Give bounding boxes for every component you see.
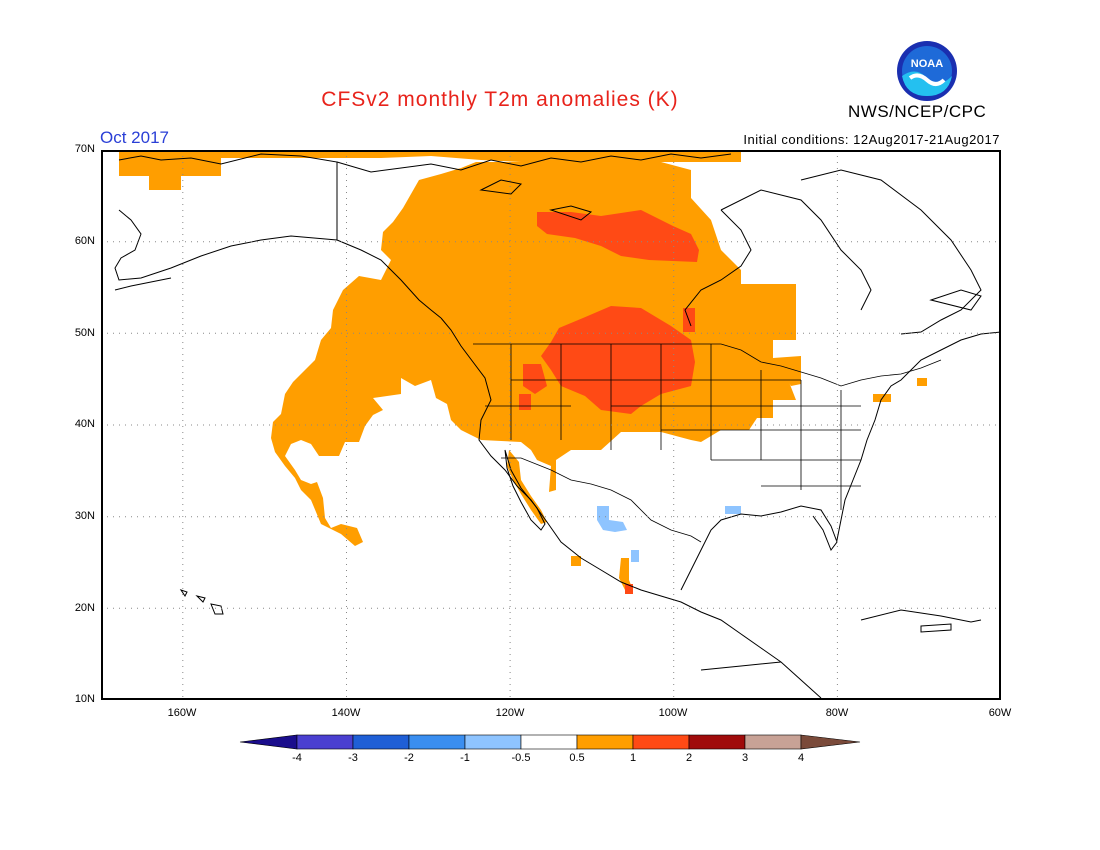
lon-label-140w: 140W xyxy=(331,707,361,719)
colorbar-swatch-5 xyxy=(520,734,578,750)
coastlines xyxy=(114,153,1001,699)
agency-label: NWS/NCEP/CPC xyxy=(848,102,987,121)
colorbar-swatch-2 xyxy=(352,734,410,750)
colorbar-swatch-1 xyxy=(296,734,354,750)
colorbar-label: -2 xyxy=(404,752,414,764)
lat-label-70n: 70N xyxy=(74,143,95,155)
lat-label-20n: 20N xyxy=(74,602,95,614)
map-frame xyxy=(101,150,1001,700)
map-title: CFSv2 monthly T2m anomalies (K) xyxy=(321,88,679,111)
colorbar-swatch-3 xyxy=(408,734,466,750)
anomaly-map xyxy=(101,150,1001,700)
colorbar-label: 3 xyxy=(741,752,749,764)
lon-label-120w: 120W xyxy=(495,707,525,719)
colorbar-swatch-4 xyxy=(464,734,522,750)
colorbar xyxy=(239,734,861,750)
lon-label-160w: 160W xyxy=(167,707,197,719)
borders xyxy=(336,162,942,543)
colorbar-label: 2 xyxy=(685,752,693,764)
colorbar-swatch-10 xyxy=(800,734,861,750)
lon-label-60w: 60W xyxy=(988,707,1012,719)
colorbar-label: -0.5 xyxy=(511,752,531,764)
lon-label-100w: 100W xyxy=(658,707,688,719)
colorbar-swatch-0 xyxy=(239,734,298,750)
anomaly-cool xyxy=(597,506,741,562)
forecast-month: Oct 2017 xyxy=(100,128,169,147)
lat-label-60n: 60N xyxy=(74,235,95,247)
colorbar-label: 0.5 xyxy=(569,752,585,764)
colorbar-label: -1 xyxy=(460,752,470,764)
noaa-logo-icon: NOAA xyxy=(897,41,957,101)
lat-label-50n: 50N xyxy=(74,327,95,339)
colorbar-label: 4 xyxy=(797,752,805,764)
graticule xyxy=(101,150,1001,700)
colorbar-swatch-9 xyxy=(744,734,802,750)
lat-label-30n: 30N xyxy=(74,510,95,522)
colorbar-swatch-8 xyxy=(688,734,746,750)
initial-conditions: Initial conditions: 12Aug2017-21Aug2017 xyxy=(743,132,1000,147)
colorbar-label: 1 xyxy=(629,752,637,764)
logo-text: NOAA xyxy=(911,58,943,70)
lat-label-40n: 40N xyxy=(74,418,95,430)
lon-label-80w: 80W xyxy=(825,707,849,719)
colorbar-label: -4 xyxy=(292,752,302,764)
lat-label-10n: 10N xyxy=(74,693,95,705)
anomaly-warm-1-to-2 xyxy=(519,210,699,594)
colorbar-swatch-6 xyxy=(576,734,634,750)
colorbar-swatch-7 xyxy=(632,734,690,750)
colorbar-label: -3 xyxy=(348,752,358,764)
